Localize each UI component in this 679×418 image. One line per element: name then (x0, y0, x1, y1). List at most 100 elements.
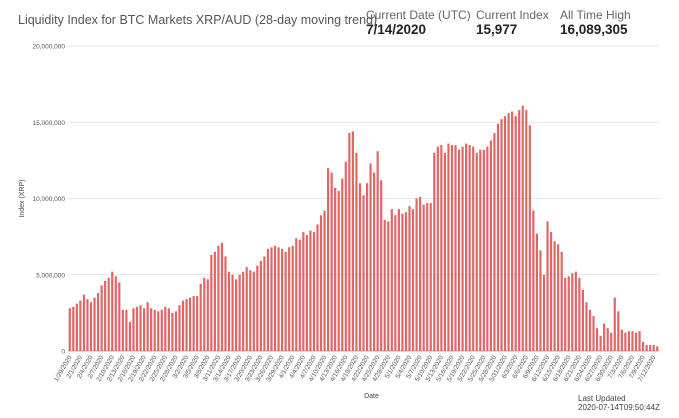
bar (259, 261, 262, 351)
bar (592, 315, 595, 351)
bar (245, 267, 248, 351)
bar (291, 245, 294, 351)
bar (440, 145, 443, 351)
bar (539, 250, 542, 351)
bar (482, 149, 485, 351)
bar (213, 251, 216, 351)
bar (549, 232, 553, 351)
bar (507, 113, 510, 351)
bar (574, 271, 577, 351)
bar (341, 178, 344, 351)
bar (627, 331, 631, 351)
bar (139, 305, 142, 351)
bar (457, 149, 461, 351)
bar (649, 344, 652, 351)
bar (196, 296, 199, 351)
bar (426, 203, 429, 351)
bar (472, 146, 475, 351)
bar (404, 212, 408, 351)
bar (511, 111, 514, 351)
bar (185, 299, 188, 351)
bar (362, 195, 365, 351)
bar (312, 232, 316, 351)
y-tick-label: 20,000,000 (32, 44, 65, 51)
bar (114, 276, 117, 351)
bar (631, 331, 634, 351)
bar (641, 341, 645, 351)
bar (376, 151, 379, 351)
bar (153, 309, 156, 351)
bar (369, 163, 372, 351)
bar (118, 282, 121, 351)
stat-value: 16,089,305 (560, 22, 628, 37)
bar (422, 204, 425, 351)
bar (411, 209, 415, 351)
y-tick-label: 5,000,000 (36, 272, 65, 279)
bar (281, 248, 284, 351)
bar (150, 308, 153, 351)
bar (206, 279, 209, 351)
bar (383, 219, 386, 351)
bar (96, 293, 100, 351)
stat-label: All Time High (560, 8, 631, 22)
bar (656, 346, 659, 351)
bar (408, 206, 411, 351)
bar (606, 328, 609, 351)
bar (365, 183, 369, 351)
bar (500, 119, 503, 351)
stat-label: Current Index (476, 8, 549, 22)
bar (217, 245, 220, 351)
bar (277, 247, 280, 351)
bar (142, 308, 146, 351)
bar (167, 308, 170, 351)
bar (86, 299, 89, 351)
bar (224, 256, 227, 351)
bar (394, 215, 397, 351)
stat-current-date: Current Date (UTC) 7/14/2020 (366, 8, 471, 38)
bar (514, 116, 517, 352)
bar (181, 300, 185, 351)
bar (355, 152, 358, 351)
stat-value: 7/14/2020 (366, 22, 427, 37)
bar (100, 285, 103, 351)
y-tick-label: 10,000,000 (32, 196, 65, 203)
bar (535, 233, 539, 351)
bar (288, 247, 291, 351)
bar (599, 335, 602, 351)
bar (305, 235, 308, 351)
bar (348, 132, 351, 351)
bar (475, 152, 478, 351)
bar (443, 152, 446, 351)
y-tick-label: 0 (61, 349, 65, 356)
bar (564, 277, 567, 351)
bar (327, 168, 330, 351)
bar (553, 241, 556, 351)
bar (157, 311, 160, 351)
bar (319, 215, 323, 351)
bar (387, 221, 390, 351)
bar (433, 152, 436, 351)
bar (585, 302, 588, 351)
bar (546, 221, 549, 351)
bar (210, 254, 213, 351)
bar (220, 242, 224, 351)
bar (571, 273, 574, 351)
bar (588, 309, 592, 351)
bar (146, 302, 149, 351)
bar (316, 224, 319, 351)
bar (273, 245, 277, 351)
last-updated-value: 2020-07-14T09:50:44Z (578, 403, 660, 412)
bar (525, 110, 528, 351)
bar (284, 251, 287, 351)
bar (358, 183, 362, 351)
bar (351, 131, 354, 351)
bar (256, 265, 259, 351)
bar (436, 146, 439, 351)
bar (518, 110, 521, 351)
bar (415, 198, 418, 351)
bar (450, 145, 454, 351)
bar (560, 251, 563, 351)
bar (164, 306, 167, 351)
bar (486, 146, 489, 351)
